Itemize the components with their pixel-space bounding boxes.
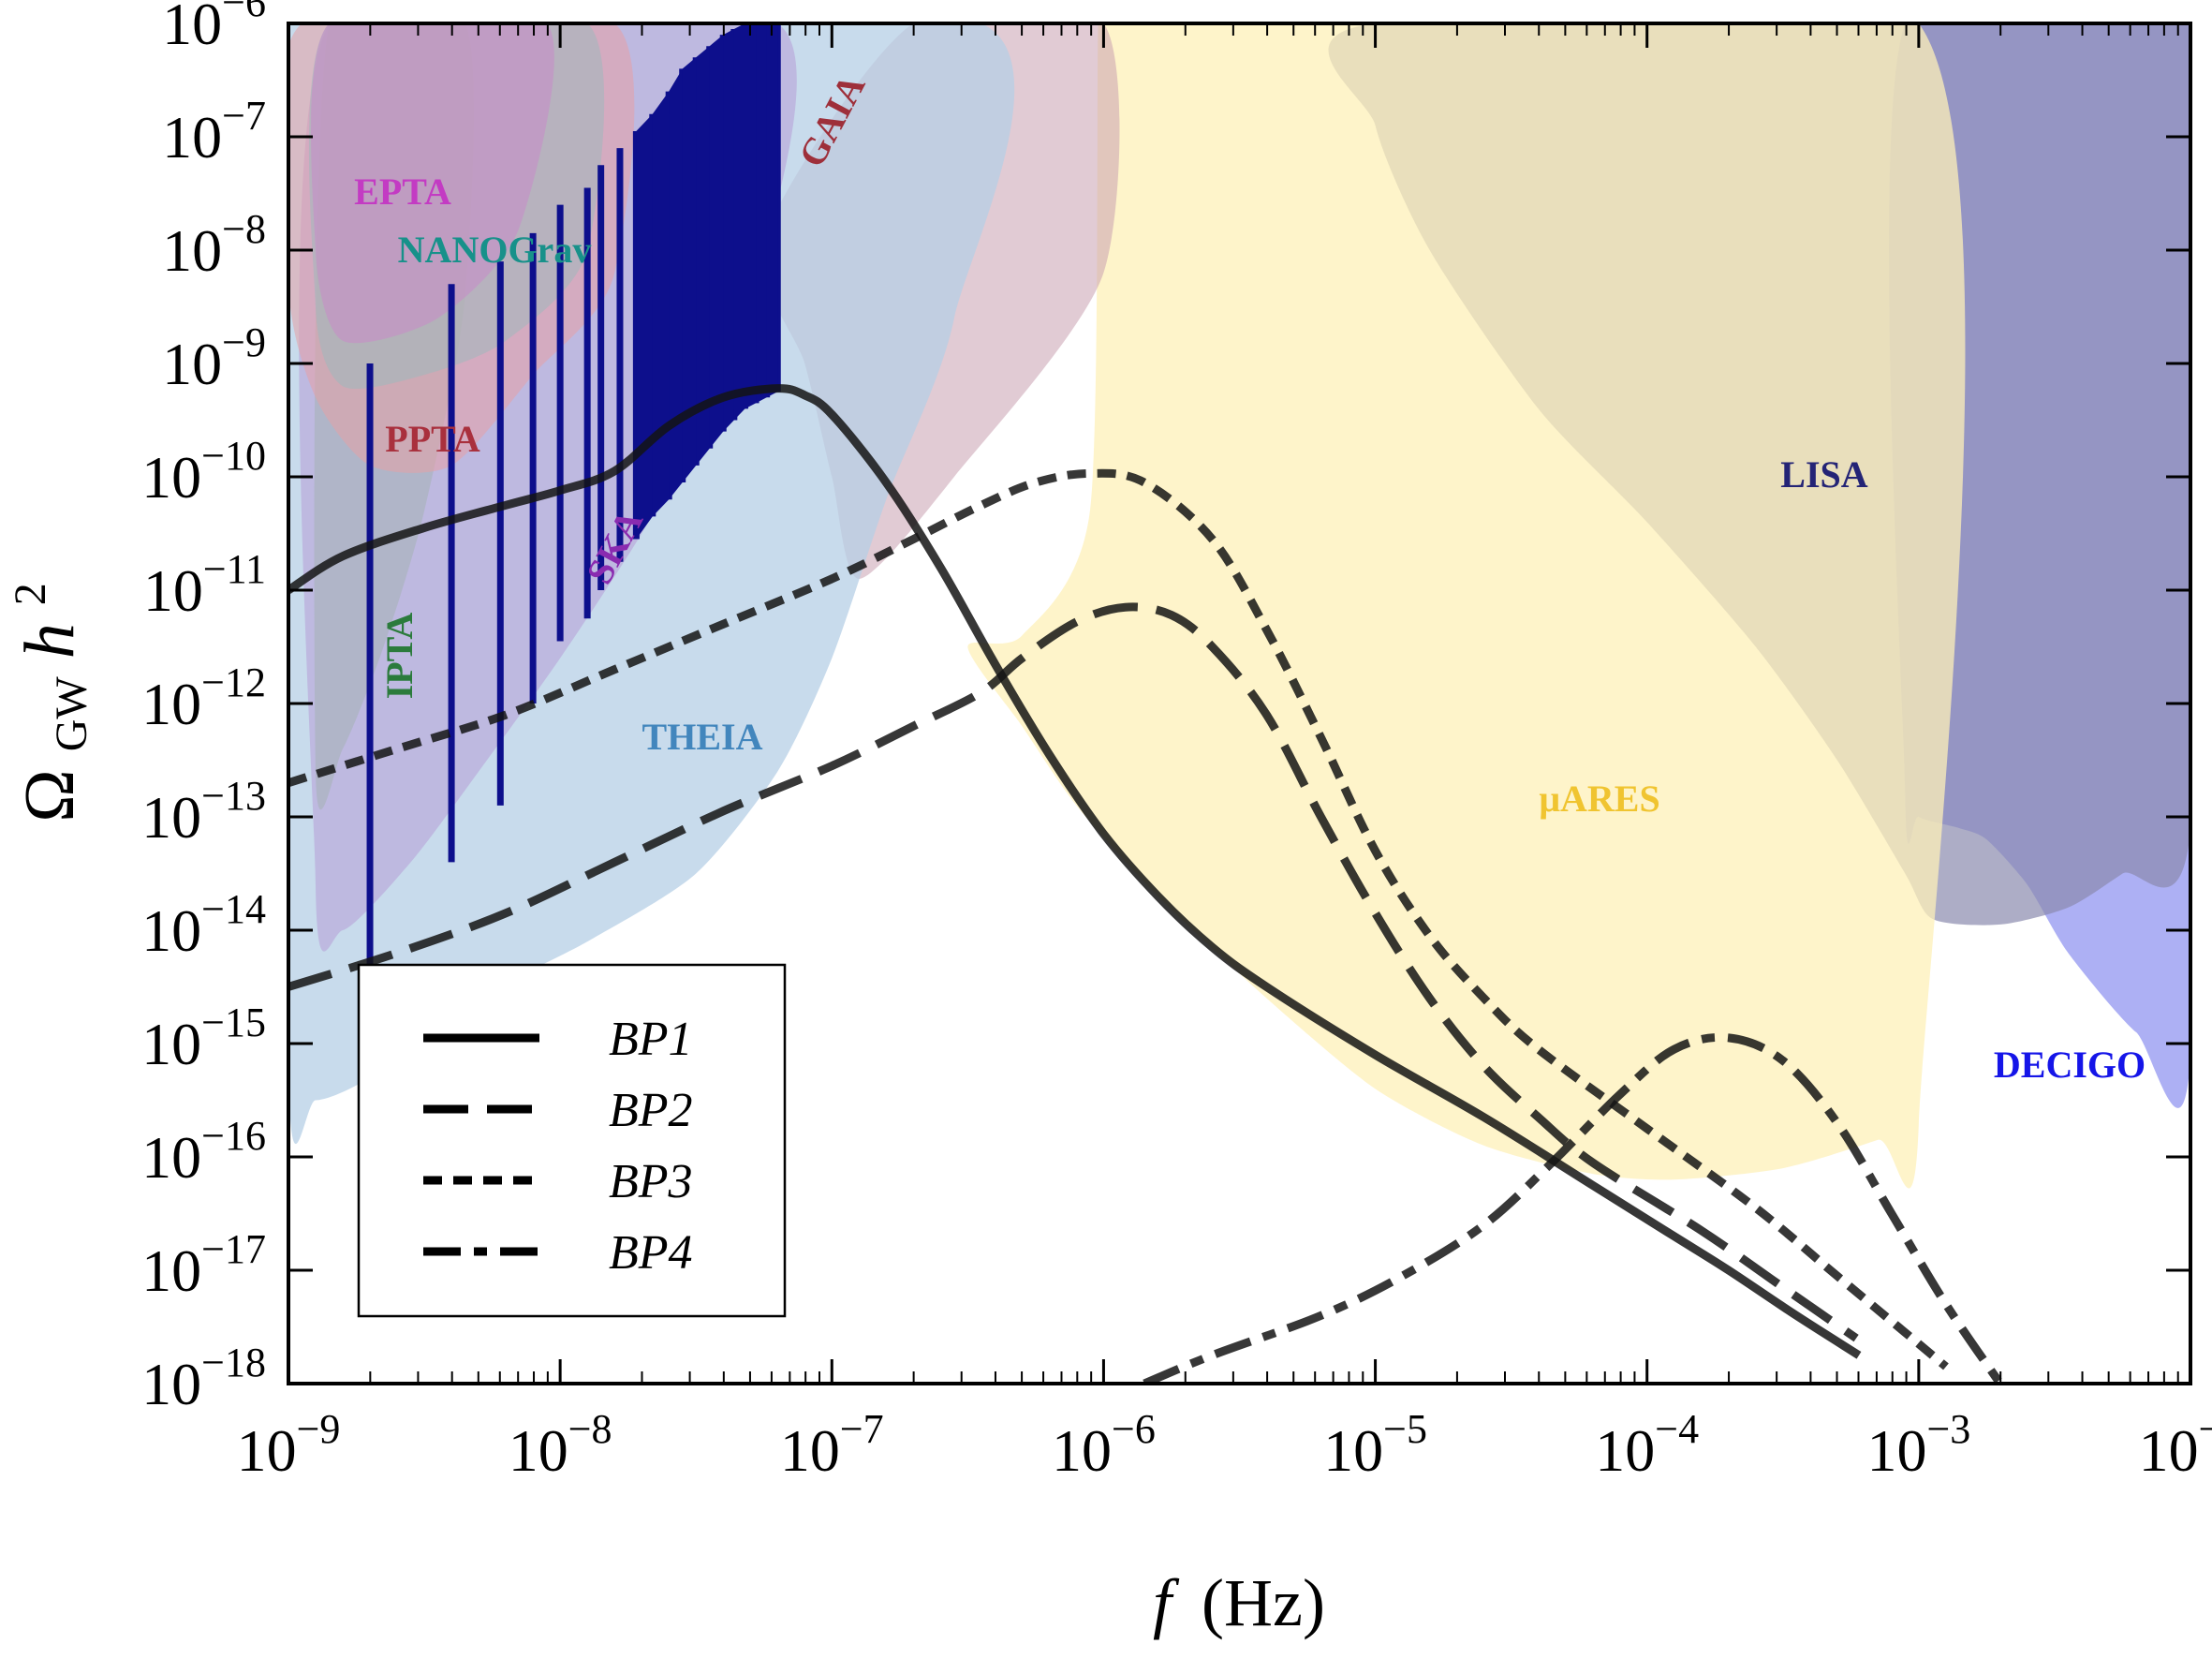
- pta-bar-fill: [682, 57, 697, 483]
- pta-bar-fill: [669, 68, 683, 500]
- legend-label-bp1: BP1: [609, 1013, 693, 1066]
- region-label-lisa: LISA: [1780, 453, 1867, 496]
- y-tick-label: 10−13: [141, 773, 266, 851]
- region-labels: DECIGOLISAμARESGAIATHEIASKAIPTAPPTANANOG…: [354, 67, 2146, 1086]
- axis-ticks: [287, 22, 2192, 1385]
- y-tick-label: 10−17: [141, 1226, 266, 1304]
- y-tick-label: 10−12: [141, 659, 266, 737]
- y-tick-label: 10−15: [141, 1000, 266, 1077]
- x-tick-label: 10−5: [1323, 1406, 1427, 1484]
- y-tick-label: 10−6: [162, 0, 266, 57]
- y-axis-label: Ω GW h 2: [6, 583, 102, 822]
- series-line-bp2: [288, 602, 1859, 1342]
- pta-bar-fill: [745, 23, 757, 409]
- region-label-decigo: DECIGO: [1994, 1044, 2146, 1086]
- x-axis-label: f (Hz): [1153, 1565, 1325, 1640]
- pta-bar-fill: [723, 29, 734, 432]
- y-tick-label: 10−14: [141, 886, 266, 964]
- pta-bar-fill: [766, 23, 778, 398]
- bp-curves: [288, 384, 2004, 1384]
- region-epta: [311, 23, 554, 344]
- region-label-ppta: PPTA: [385, 418, 480, 460]
- pta-bar-fill: [709, 35, 724, 449]
- x-tick-label: 10−2: [2139, 1406, 2212, 1484]
- pta-bars: [366, 23, 781, 1021]
- pta-bar-fill: [652, 91, 670, 517]
- region-label-ares: μARES: [1539, 778, 1659, 820]
- y-tick-label: 10−8: [162, 206, 266, 284]
- series-line-bp3: [288, 468, 1949, 1370]
- legend-box: [357, 963, 787, 1318]
- x-tick-label: 10−4: [1595, 1406, 1699, 1484]
- svg-text:Ω GW h 2: Ω GW h 2: [6, 583, 102, 822]
- y-tick-label: 10−10: [141, 433, 266, 511]
- y-tick-label: 10−7: [162, 93, 266, 170]
- legend-label-bp2: BP2: [609, 1084, 693, 1137]
- legend-label-bp3: BP3: [609, 1155, 693, 1208]
- legend: BP1 BP2 BP3 BP4: [357, 963, 787, 1318]
- pta-bar-fill: [696, 46, 710, 466]
- x-tick-labels: 10−9 10−8 10−7 10−6 10−5 10−4 10−3 10−2: [237, 1406, 2212, 1484]
- region-label-epta: EPTA: [354, 170, 451, 213]
- series-line-bp4: [1143, 1032, 2004, 1384]
- y-tick-label: 10−11: [143, 546, 266, 624]
- region-label-ipta: IPTA: [378, 613, 420, 700]
- x-tick-label: 10−8: [509, 1406, 612, 1484]
- legend-label-bp4: BP4: [609, 1226, 693, 1280]
- y-tick-label: 10−18: [141, 1340, 266, 1417]
- x-tick-label: 10−7: [780, 1406, 884, 1484]
- x-tick-label: 10−6: [1052, 1406, 1156, 1484]
- pta-bar-fill: [636, 113, 653, 540]
- y-tick-labels: 10−6 10−7 10−8 10−9 10−10 10−11 10−12 10−13 10−1…: [141, 0, 266, 1417]
- y-tick-label: 10−9: [162, 319, 266, 397]
- y-tick-label: 10−16: [141, 1113, 266, 1191]
- region-label-theia: THEIA: [642, 716, 763, 758]
- region-ares: [967, 23, 1966, 1189]
- x-tick-label: 10−3: [1866, 1406, 1970, 1484]
- pta-bar-fill: [756, 23, 767, 404]
- x-tick-label: 10−9: [237, 1406, 341, 1484]
- pta-bar-fill: [733, 23, 745, 421]
- region-label-nanograv: NANOGrav: [398, 229, 592, 271]
